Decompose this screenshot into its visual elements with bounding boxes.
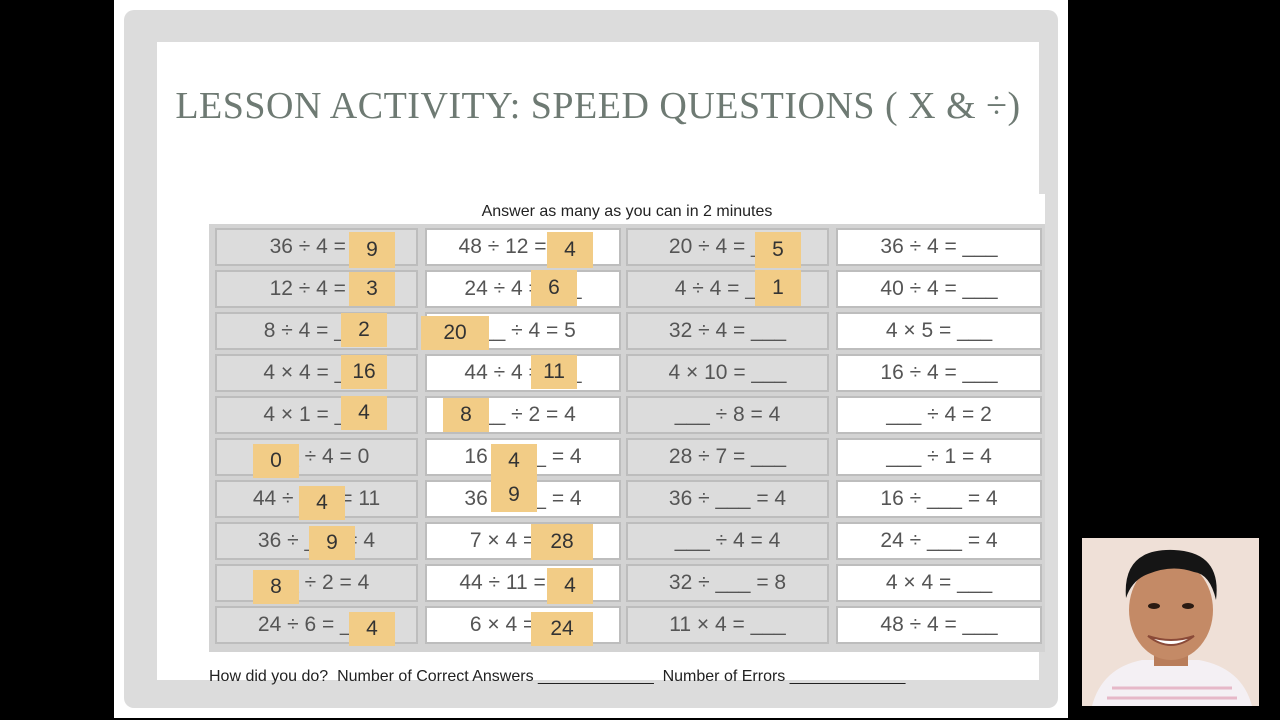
answer-sticky-note: 9 — [491, 478, 537, 512]
answer-sticky-note: 3 — [349, 272, 395, 306]
question-cell: 8 ÷ 4 = ___ — [215, 312, 418, 350]
question-cell: 16 ÷ ___ = 4 — [836, 480, 1042, 518]
answer-sticky-note: 4 — [299, 486, 345, 520]
question-text: 32 ÷ 4 = ___ — [668, 319, 787, 342]
question-text: 24 ÷ ___ = 4 — [880, 529, 998, 552]
presenter-avatar-icon — [1082, 538, 1259, 706]
answer-sticky-note: 9 — [309, 526, 355, 560]
answer-sticky-note: 5 — [755, 232, 801, 268]
question-cell: 4 × 4 = ___ — [215, 354, 418, 392]
answer-sticky-note: 20 — [421, 316, 489, 350]
slide-content: LESSON ACTIVITY: SPEED QUESTIONS ( X & ÷… — [157, 42, 1045, 685]
question-cell: ___ ÷ 4 = 0 — [215, 438, 418, 476]
question-text: ___ ÷ 4 = 4 — [674, 529, 781, 552]
answer-sticky-note: 1 — [755, 270, 801, 306]
question-cell: ___ ÷ 2 = 4 — [215, 564, 418, 602]
slide-frame: LESSON ACTIVITY: SPEED QUESTIONS ( X & ÷… — [124, 10, 1058, 708]
question-cell: ___ ÷ 8 = 4 — [626, 396, 829, 434]
question-text: 40 ÷ 4 = ___ — [880, 277, 998, 300]
answer-sticky-note: 8 — [443, 398, 489, 432]
question-cell: 4 × 10 = ___ — [626, 354, 829, 392]
question-text: 4 × 5 = ___ — [885, 319, 993, 342]
worksheet: Answer as many as you can in 2 minutes 3… — [209, 194, 1045, 652]
question-text: 4 × 10 = ___ — [668, 361, 787, 384]
question-text: 11 × 4 = ___ — [669, 613, 786, 636]
question-text: ___ ÷ 1 = 4 — [886, 445, 992, 468]
question-cell: 36 ÷ ___ = 4 — [626, 480, 829, 518]
question-cell: 40 ÷ 4 = ___ — [836, 270, 1042, 308]
answer-sticky-note: 16 — [341, 355, 387, 389]
question-text: 16 ÷ 4 = ___ — [880, 361, 998, 384]
answer-sticky-note: 6 — [531, 270, 577, 306]
question-cell: 24 ÷ ___ = 4 — [836, 522, 1042, 560]
question-cell: 32 ÷ 4 = ___ — [626, 312, 829, 350]
answer-sticky-note: 4 — [547, 232, 593, 268]
slide: LESSON ACTIVITY: SPEED QUESTIONS ( X & ÷… — [114, 0, 1068, 718]
answer-sticky-note: 24 — [531, 612, 593, 646]
question-cell: 44 ÷ 4 = ___ — [425, 354, 621, 392]
worksheet-footer: How did you do? Number of Correct Answer… — [209, 668, 906, 685]
question-text: 16 ÷ ___ = 4 — [880, 487, 998, 510]
question-text: ___ ÷ 4 = 2 — [886, 403, 992, 426]
question-cell: 16 ÷ 4 = ___ — [836, 354, 1042, 392]
worksheet-instruction: Answer as many as you can in 2 minutes — [209, 194, 1045, 224]
question-cell: 36 ÷ 4 = ___ — [836, 228, 1042, 266]
question-text: 4 × 4 = ___ — [885, 571, 993, 594]
presenter-webcam — [1082, 538, 1259, 706]
question-cell: ___ ÷ 4 = 2 — [836, 396, 1042, 434]
question-text: 12 ÷ 4 = _ — [269, 277, 364, 300]
question-text: ___ ÷ 8 = 4 — [674, 403, 781, 426]
question-cell: ___ ÷ 4 = 4 — [626, 522, 829, 560]
answer-sticky-note: 4 — [349, 612, 395, 646]
slide-title: LESSON ACTIVITY: SPEED QUESTIONS ( X & ÷… — [175, 85, 1021, 127]
question-text: 32 ÷ ___ = 8 — [668, 571, 787, 594]
question-cell: 32 ÷ ___ = 8 — [626, 564, 829, 602]
question-cell: 4 × 5 = ___ — [836, 312, 1042, 350]
question-text: 36 ÷ ___ = 4 — [668, 487, 787, 510]
answer-sticky-note: 4 — [491, 444, 537, 478]
question-text: 48 ÷ 4 = ___ — [880, 613, 998, 636]
question-cell: ___ ÷ 1 = 4 — [836, 438, 1042, 476]
question-cell: 4 × 4 = ___ — [836, 564, 1042, 602]
answer-sticky-note: 8 — [253, 570, 299, 604]
answer-sticky-note: 9 — [349, 232, 395, 268]
answer-sticky-note: 4 — [547, 568, 593, 604]
answer-sticky-note: 0 — [253, 444, 299, 478]
question-cell: 4 × 1 = ___ — [215, 396, 418, 434]
question-cell: 24 ÷ 4 = ___ — [425, 270, 621, 308]
answer-sticky-note: 28 — [531, 524, 593, 560]
question-text: 28 ÷ 7 = ___ — [668, 445, 787, 468]
question-text: 36 ÷ 4 = ___ — [880, 235, 998, 258]
question-cell: 48 ÷ 4 = ___ — [836, 606, 1042, 644]
question-cell: 11 × 4 = ___ — [626, 606, 829, 644]
answer-sticky-note: 11 — [531, 355, 577, 389]
question-cell: 28 ÷ 7 = ___ — [626, 438, 829, 476]
answer-sticky-note: 2 — [341, 313, 387, 347]
answer-sticky-note: 4 — [341, 396, 387, 430]
